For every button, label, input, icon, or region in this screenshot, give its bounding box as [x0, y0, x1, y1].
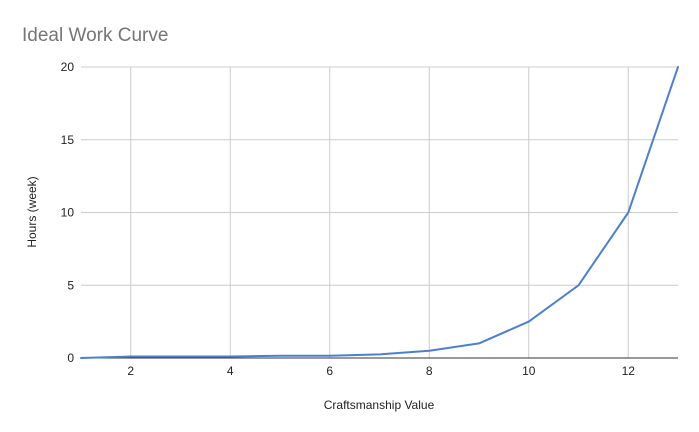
y-tick-label: 0 [67, 351, 74, 365]
y-tick-label: 20 [61, 60, 75, 74]
x-tick-label: 8 [426, 364, 433, 378]
x-tick-label: 10 [522, 364, 536, 378]
x-tick-label: 6 [326, 364, 333, 378]
tick-labels: 0 5 10 15 20 2 4 6 8 10 12 [61, 60, 636, 378]
y-axis-label: Hours (week) [25, 176, 39, 247]
x-tick-label: 4 [227, 364, 234, 378]
y-tick-label: 15 [61, 133, 75, 147]
series-line [80, 66, 679, 359]
x-tick-label: 2 [127, 364, 134, 378]
gridlines [81, 66, 678, 358]
y-tick-label: 5 [67, 278, 74, 292]
x-axis-label: Craftsmanship Value [324, 398, 435, 412]
chart-title: Ideal Work Curve [22, 25, 168, 46]
y-tick-label: 10 [61, 206, 75, 220]
series-lines [80, 66, 679, 359]
x-tick-label: 12 [622, 364, 636, 378]
